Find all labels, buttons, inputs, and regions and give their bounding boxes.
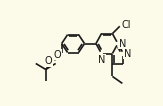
Text: N: N	[119, 39, 126, 49]
Text: O: O	[53, 50, 61, 60]
Text: N: N	[124, 49, 132, 59]
Text: O: O	[44, 56, 52, 66]
Text: Cl: Cl	[122, 20, 131, 30]
Text: N: N	[98, 54, 105, 65]
